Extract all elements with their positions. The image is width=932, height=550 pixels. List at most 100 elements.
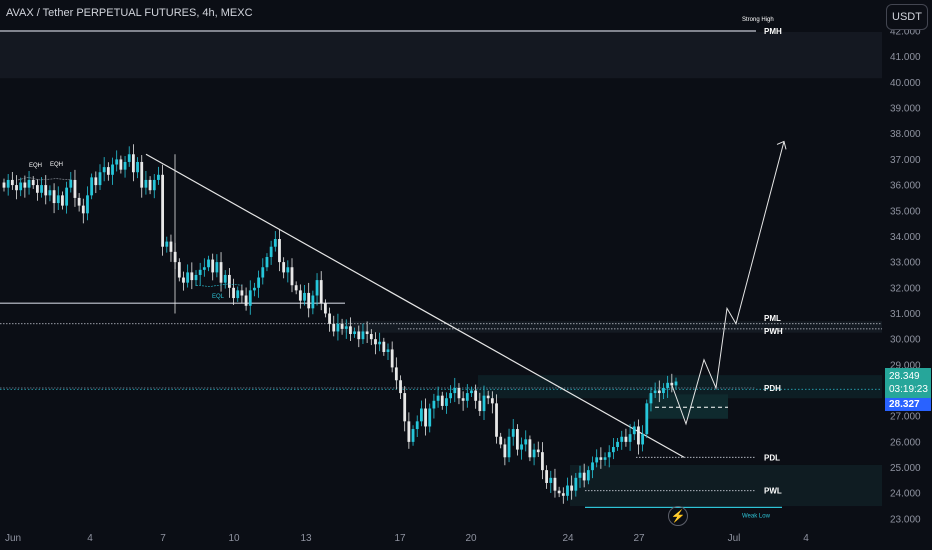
candle-body bbox=[607, 452, 611, 458]
candle-body bbox=[69, 179, 73, 188]
candle-body bbox=[23, 182, 27, 188]
candle-body bbox=[10, 179, 14, 186]
candle-body bbox=[152, 179, 156, 191]
candle-body bbox=[323, 303, 327, 314]
time-tick-label: 7 bbox=[160, 533, 166, 544]
candle-body bbox=[344, 326, 348, 329]
annotations-layer: Strong High EQH EQH EQL Weak Low bbox=[17, 17, 774, 519]
candle-body bbox=[578, 472, 582, 478]
price-tick-label: 33.000 bbox=[890, 258, 921, 269]
candle-body bbox=[440, 395, 444, 406]
level-label-pmh: PMH bbox=[764, 27, 782, 36]
projection-path bbox=[671, 141, 785, 426]
candle-body bbox=[332, 323, 336, 332]
candle-body bbox=[123, 161, 127, 170]
candle-body bbox=[140, 161, 144, 188]
candle-body bbox=[545, 470, 549, 483]
price-tick-label: 41.000 bbox=[890, 52, 921, 63]
candle-body bbox=[641, 434, 645, 445]
candle-body bbox=[369, 334, 373, 340]
price-tick-label: 34.000 bbox=[890, 232, 921, 243]
candle-body bbox=[507, 436, 511, 458]
candle-body bbox=[470, 390, 473, 394]
candle-body bbox=[19, 182, 23, 191]
price-tick-label: 36.000 bbox=[890, 181, 921, 192]
candle-body bbox=[161, 174, 165, 247]
candle-body bbox=[77, 197, 81, 206]
candle-body bbox=[86, 195, 89, 214]
time-tick-label: 4 bbox=[803, 533, 809, 544]
price-tick-label: 26.000 bbox=[890, 437, 921, 448]
candle-body bbox=[394, 367, 398, 381]
candle-body bbox=[6, 179, 10, 188]
candle-body bbox=[136, 161, 139, 173]
candle-body bbox=[215, 262, 219, 273]
candle-body bbox=[273, 239, 277, 247]
candle-body bbox=[457, 387, 461, 399]
eqh-label: EQH bbox=[29, 163, 42, 169]
candle-body bbox=[657, 390, 661, 394]
candle-body bbox=[269, 246, 273, 257]
candle-body bbox=[478, 400, 482, 412]
candle-body bbox=[73, 179, 77, 198]
candle-body bbox=[582, 472, 586, 481]
candle-body bbox=[336, 323, 340, 332]
candle-body bbox=[674, 381, 678, 386]
candle-body bbox=[144, 179, 148, 188]
price-tick-label: 27.000 bbox=[890, 412, 921, 423]
candle-body bbox=[261, 267, 265, 278]
price-tick-label: 29.000 bbox=[890, 360, 921, 371]
price-tick-label: 25.000 bbox=[890, 463, 921, 474]
candle-body bbox=[65, 187, 69, 206]
candle-body bbox=[628, 434, 632, 442]
candle-body bbox=[465, 393, 469, 401]
price-tick-label: 23.000 bbox=[890, 514, 921, 525]
last-price-value: 28.349 bbox=[889, 371, 920, 382]
candle-body bbox=[424, 408, 427, 427]
candle-body bbox=[524, 439, 528, 445]
candle-body bbox=[90, 177, 94, 196]
candle-body bbox=[106, 167, 110, 175]
candle-body bbox=[44, 185, 48, 196]
candle-body bbox=[432, 400, 436, 409]
weak-low-zone bbox=[570, 464, 882, 507]
candle-body bbox=[111, 164, 114, 175]
candles-layer bbox=[2, 144, 678, 504]
order-block-zone bbox=[648, 394, 728, 419]
candle-body bbox=[294, 285, 298, 291]
last-price-badge: 28.349 03:19:23 bbox=[885, 368, 931, 398]
candle-body bbox=[357, 331, 361, 340]
candle-body bbox=[131, 154, 135, 173]
candle-body bbox=[240, 290, 244, 296]
candle-body bbox=[248, 290, 252, 306]
candle-body bbox=[340, 323, 344, 329]
price-tick-label: 32.000 bbox=[890, 283, 921, 294]
trendline-layer bbox=[145, 153, 685, 458]
candle-body bbox=[278, 239, 281, 263]
candle-body bbox=[515, 429, 519, 450]
trendline bbox=[145, 153, 685, 458]
lightning-icon[interactable]: ⚡ bbox=[668, 506, 688, 526]
candle-body bbox=[428, 408, 432, 427]
price-tick-label: 24.000 bbox=[890, 489, 921, 500]
projection-arrowhead bbox=[776, 140, 787, 150]
candle-body bbox=[411, 429, 415, 442]
candle-body bbox=[591, 462, 594, 471]
time-tick-label: 4 bbox=[87, 533, 93, 544]
currency-button[interactable]: USDT bbox=[886, 4, 928, 30]
candle-body bbox=[553, 477, 557, 491]
time-tick-label: Jul bbox=[728, 533, 741, 544]
candle-body bbox=[119, 159, 123, 170]
candle-body bbox=[611, 447, 615, 453]
candle-body bbox=[265, 256, 269, 268]
candle-body bbox=[561, 493, 565, 496]
candle-body bbox=[374, 339, 377, 345]
candle-body bbox=[499, 436, 503, 445]
eqh-label-2: EQH bbox=[50, 162, 63, 168]
candle-body bbox=[520, 444, 523, 450]
candle-body bbox=[528, 439, 532, 458]
price-tick-label: 40.000 bbox=[890, 78, 921, 89]
bar-countdown: 03:19:23 bbox=[889, 384, 928, 395]
level-label-pwl: PWL bbox=[764, 487, 782, 496]
